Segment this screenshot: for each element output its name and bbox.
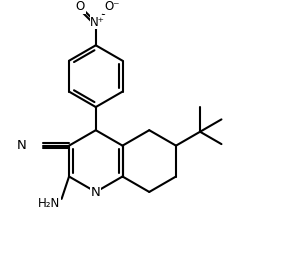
Text: N: N [91, 186, 101, 199]
Text: H₂N: H₂N [38, 197, 60, 210]
Text: N⁺: N⁺ [90, 16, 105, 29]
Text: N: N [16, 139, 26, 152]
Text: O⁻: O⁻ [104, 0, 120, 13]
Text: O: O [76, 0, 85, 13]
